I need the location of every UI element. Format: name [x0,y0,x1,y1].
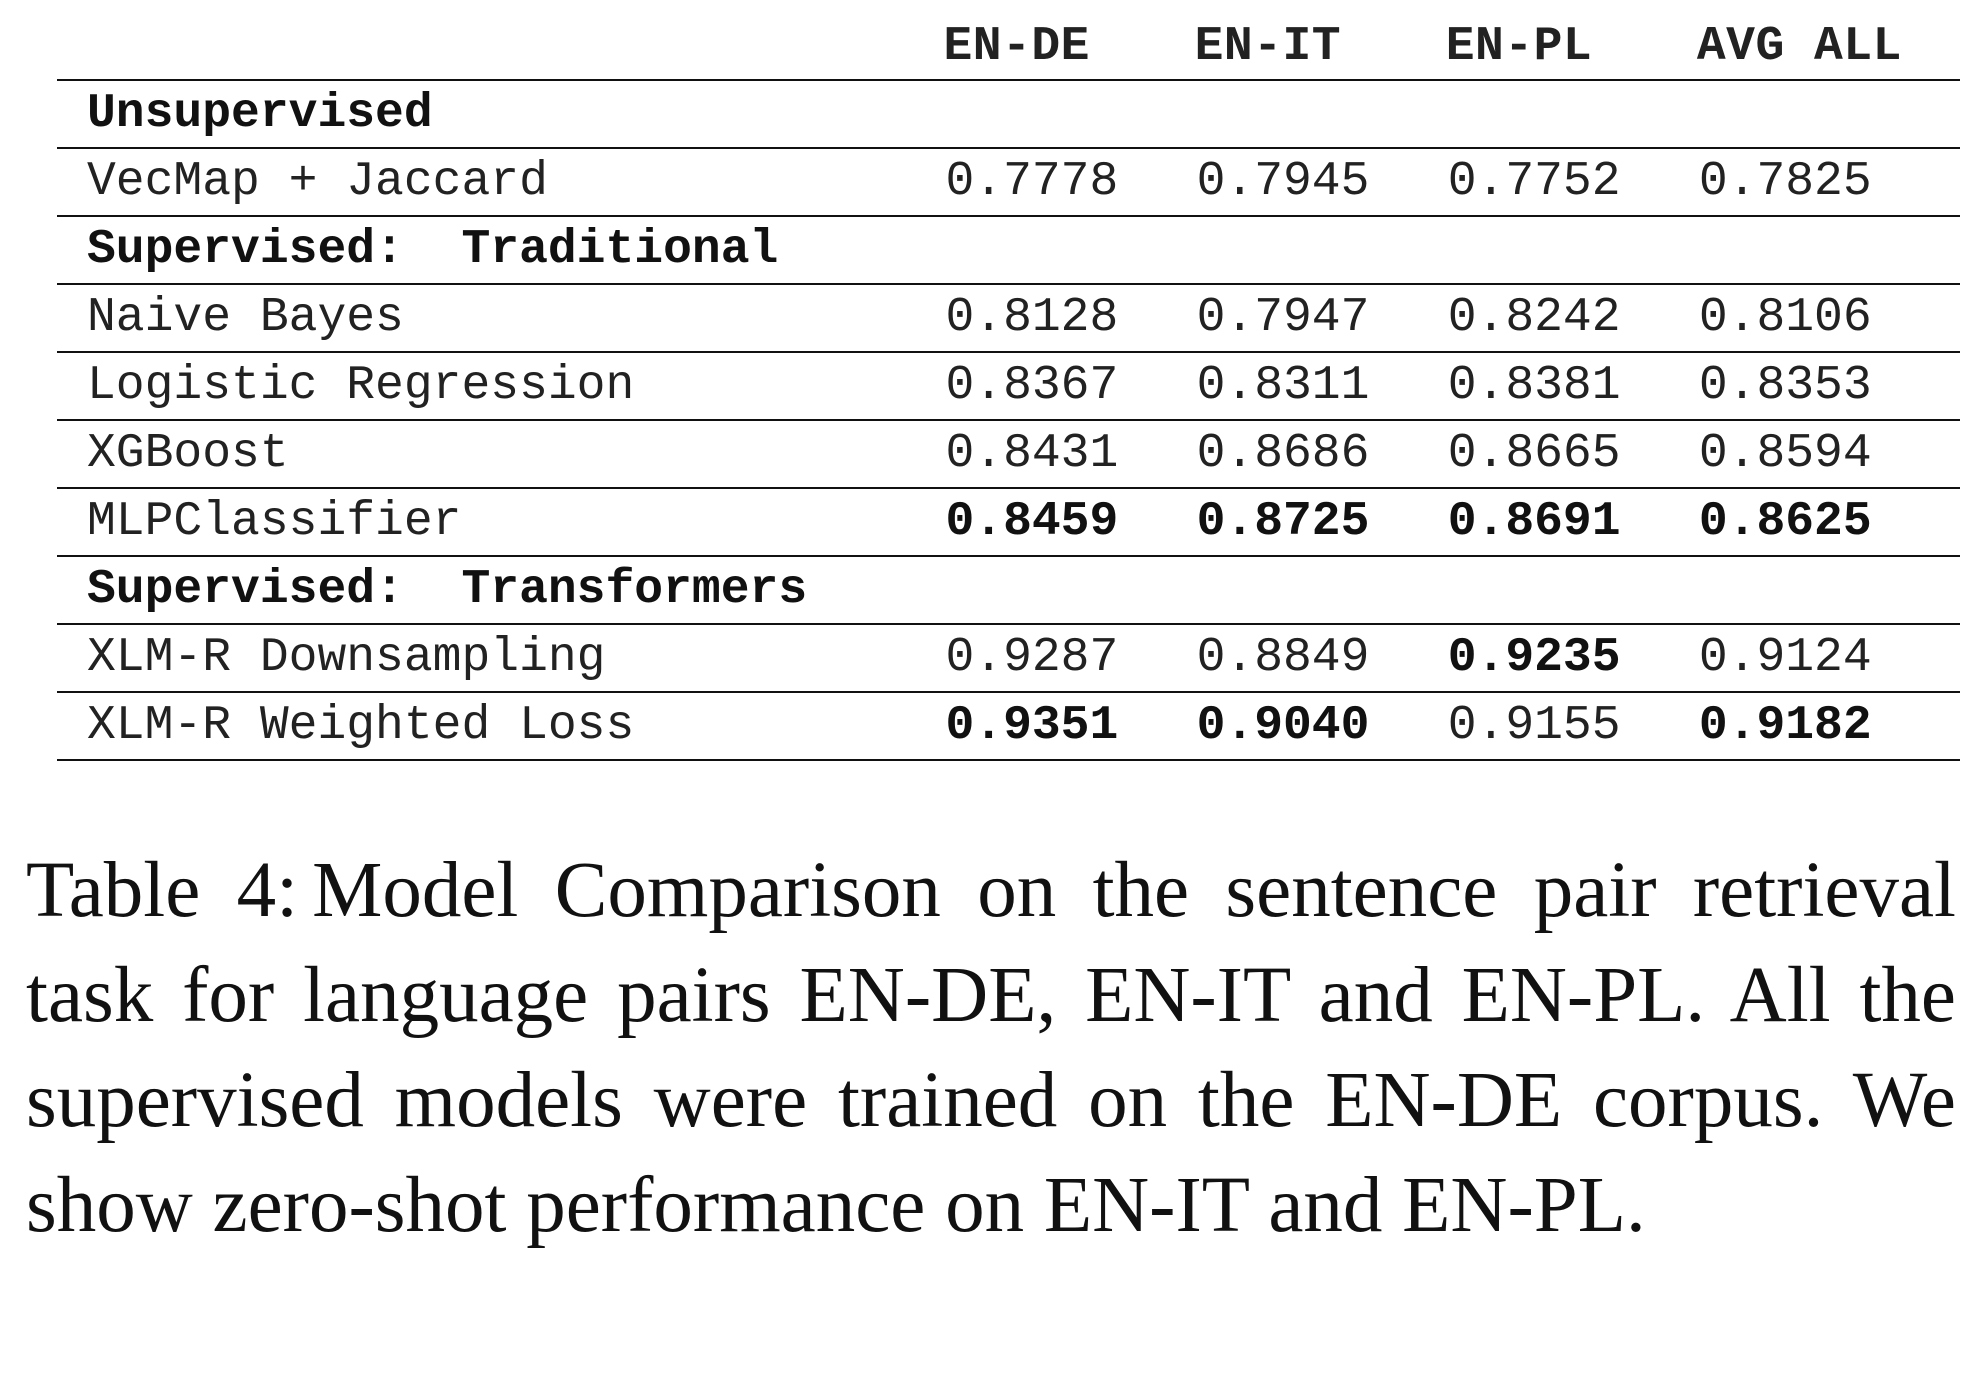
table-body: Unsupervised VecMap + Jaccard 0.7778 0.7945… [57,80,1960,761]
score-cell: 0.8106 [1691,284,1960,353]
score-cell: 0.8725 [1189,488,1441,557]
table-row: Naive Bayes 0.8128 0.7947 0.8242 0.8106 [57,284,1960,353]
header-cell-avg-all: AVG ALL [1691,14,1960,81]
score-cell: 0.8849 [1189,624,1441,693]
table-row: XGBoost 0.8431 0.8686 0.8665 0.8594 [57,420,1960,489]
model-name-cell: Logistic Regression [57,352,939,421]
header-cell-en-de: EN-DE [938,14,1190,81]
score-cell: 0.7945 [1189,148,1441,217]
score-cell: 0.8459 [938,488,1190,557]
score-cell: 0.8381 [1440,352,1692,421]
score-cell: 0.9287 [938,624,1190,693]
score-cell: 0.8311 [1189,352,1441,421]
section-label: Supervised: Traditional [57,216,1960,285]
table-caption: Table 4: Model Comparison on the sentence… [26,838,1956,1258]
section-row: Supervised: Transformers [57,556,1960,625]
model-name-cell: Naive Bayes [57,284,939,353]
score-cell: 0.9182 [1691,692,1960,761]
caption-text: Model Comparison on the sentence pair re… [26,847,1957,1249]
score-cell: 0.8242 [1440,284,1692,353]
score-cell: 0.9124 [1691,624,1960,693]
table-row: MLPClassifier 0.8459 0.8725 0.8691 0.8625 [57,488,1960,557]
score-cell: 0.8691 [1440,488,1692,557]
score-cell: 0.8625 [1691,488,1960,557]
header-cell-model [57,14,939,81]
score-cell: 0.9351 [938,692,1190,761]
table-row: VecMap + Jaccard 0.7778 0.7945 0.7752 0.7825 [57,148,1960,217]
score-cell: 0.7825 [1691,148,1960,217]
results-table: EN-DE EN-IT EN-PL AVG ALL Unsupervised Ve… [57,14,1960,761]
section-row: Unsupervised [57,80,1960,149]
model-name-cell: XLM-R Downsampling [57,624,939,693]
score-cell: 0.7752 [1440,148,1692,217]
score-cell: 0.8431 [938,420,1190,489]
score-cell: 0.9235 [1440,624,1692,693]
table-row: Logistic Regression 0.8367 0.8311 0.8381 0.8… [57,352,1960,421]
caption-label: Table 4: [26,847,299,934]
header-cell-en-pl: EN-PL [1440,14,1692,81]
table-header-row: EN-DE EN-IT EN-PL AVG ALL [57,14,1960,81]
section-label: Supervised: Transformers [57,556,1960,625]
model-name-cell: MLPClassifier [57,488,939,557]
score-cell: 0.9040 [1189,692,1441,761]
header-cell-en-it: EN-IT [1189,14,1441,81]
score-cell: 0.8128 [938,284,1190,353]
model-name-cell: XGBoost [57,420,939,489]
score-cell: 0.9155 [1440,692,1692,761]
score-cell: 0.8367 [938,352,1190,421]
score-cell: 0.7947 [1189,284,1441,353]
score-cell: 0.8665 [1440,420,1692,489]
table-row: XLM-R Downsampling 0.9287 0.8849 0.9235 0.91… [57,624,1960,693]
table-row: XLM-R Weighted Loss 0.9351 0.9040 0.9155 0.9… [57,692,1960,761]
section-row: Supervised: Traditional [57,216,1960,285]
section-label: Unsupervised [57,80,1960,149]
model-name-cell: VecMap + Jaccard [57,148,939,217]
model-name-cell: XLM-R Weighted Loss [57,692,939,761]
score-cell: 0.8686 [1189,420,1441,489]
score-cell: 0.8594 [1691,420,1960,489]
score-cell: 0.8353 [1691,352,1960,421]
score-cell: 0.7778 [938,148,1190,217]
